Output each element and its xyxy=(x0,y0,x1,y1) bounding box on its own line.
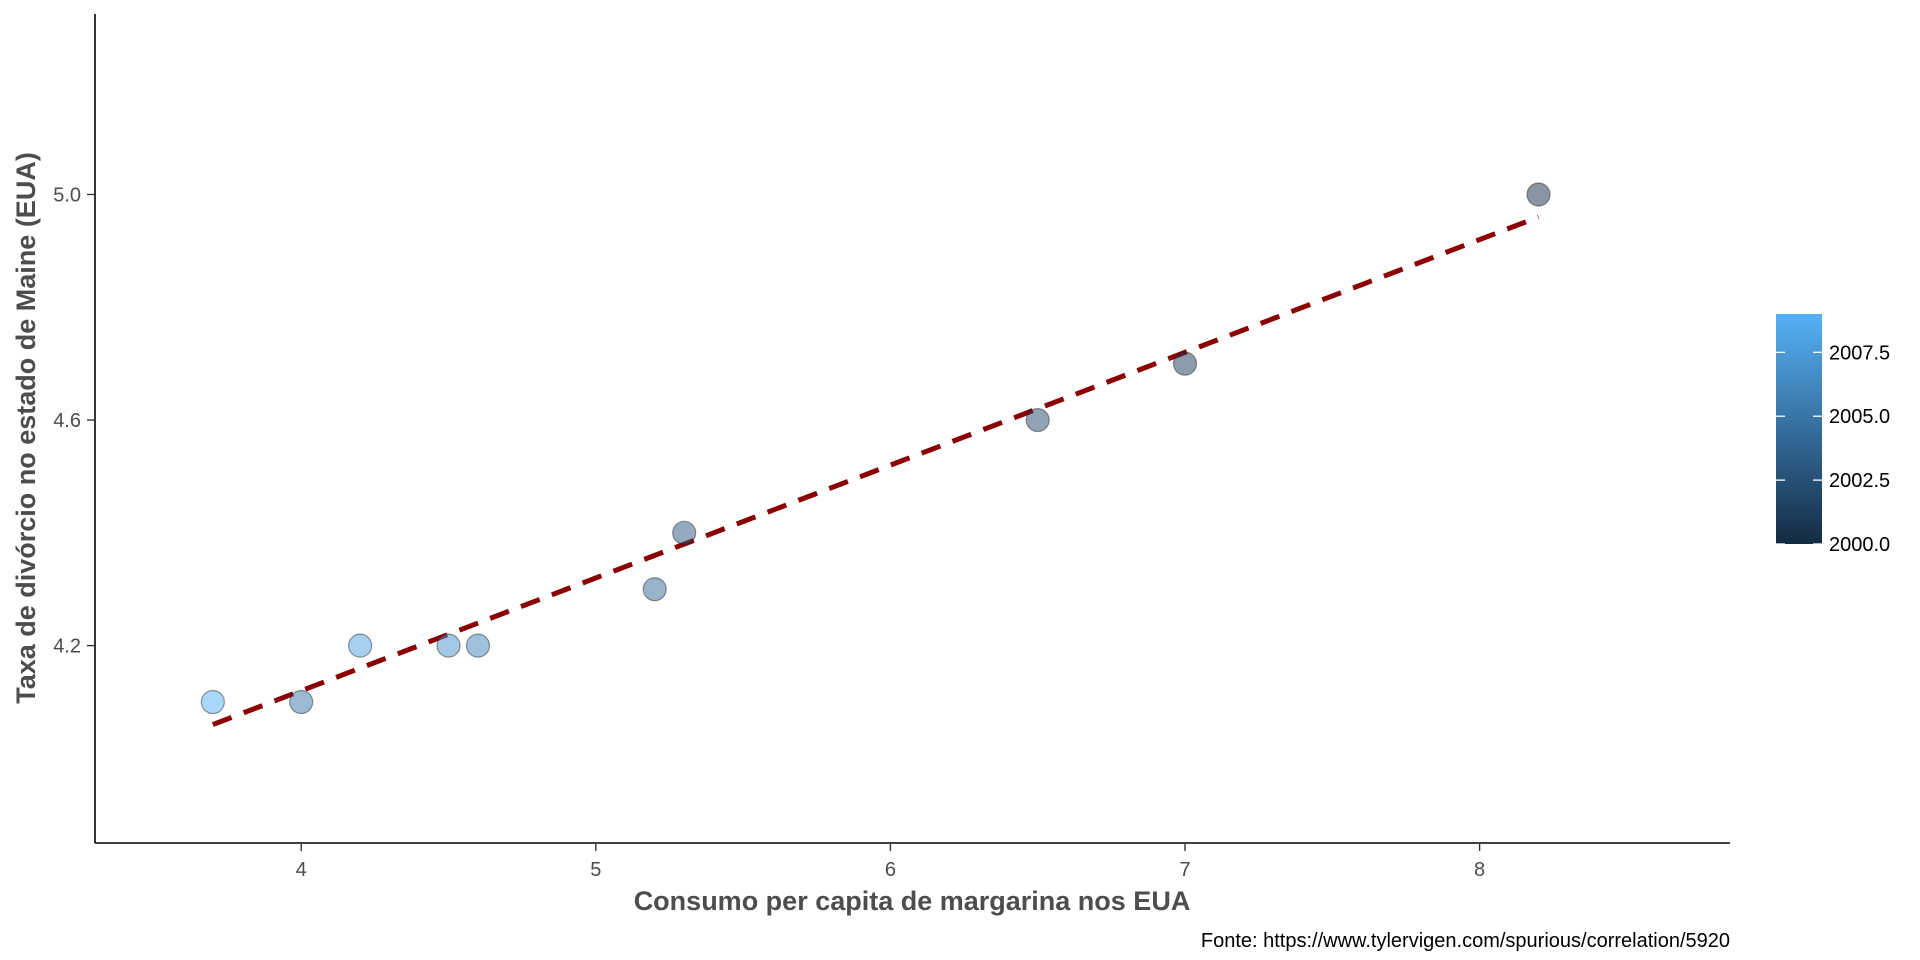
data-point xyxy=(1025,407,1050,433)
colorbar-tick-label: 2007.5 xyxy=(1829,342,1890,364)
data-point xyxy=(1526,182,1551,207)
data-point xyxy=(348,633,373,658)
x-tick-label: 6 xyxy=(885,859,896,881)
trend-line-layer xyxy=(211,214,1540,727)
colorbar-legend: 2000.0 2002.5 2005.0 2007.5 xyxy=(1776,314,1890,556)
x-tick-label: 5 xyxy=(590,859,601,881)
x-tick-label: 7 xyxy=(1179,859,1190,881)
x-axis-ticks: 4 5 6 7 8 xyxy=(296,843,1485,881)
colorbar-tick-label: 2000.0 xyxy=(1829,534,1890,556)
colorbar-tick-label: 2005.0 xyxy=(1829,406,1890,428)
x-tick-label: 4 xyxy=(296,859,307,881)
data-point xyxy=(200,689,225,715)
data-point xyxy=(436,633,461,658)
data-point xyxy=(672,520,697,545)
y-axis-title: Taxa de divórcio no estado de Maine (EUA… xyxy=(11,152,41,704)
data-point xyxy=(1172,351,1198,376)
data-point xyxy=(465,633,491,658)
trend-line xyxy=(211,214,1540,727)
y-axis-ticks: 4.2 4.6 5.0 xyxy=(53,184,95,658)
x-axis-title: Consumo per capita de margarina nos EUA xyxy=(634,886,1191,916)
y-tick-label: 4.6 xyxy=(53,410,81,432)
source-caption: Fonte: https://www.tylervigen.com/spurio… xyxy=(1201,930,1730,952)
y-tick-label: 5.0 xyxy=(53,184,81,206)
colorbar-tick-label: 2002.5 xyxy=(1829,470,1890,492)
colorbar-ticks: 2000.0 2002.5 2005.0 2007.5 xyxy=(1776,342,1890,556)
data-point xyxy=(642,577,667,602)
data-point xyxy=(289,689,314,715)
x-tick-label: 8 xyxy=(1474,859,1485,881)
points-layer xyxy=(200,182,1551,715)
y-tick-label: 4.2 xyxy=(53,636,81,658)
colorbar-gradient xyxy=(1776,314,1822,544)
